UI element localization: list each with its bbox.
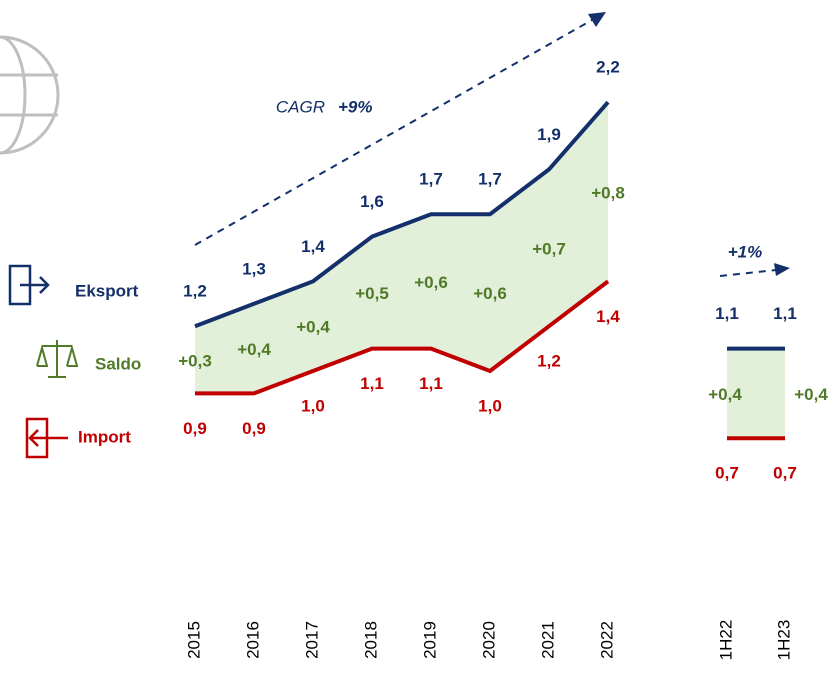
saldo-label: +0,8 xyxy=(591,183,625,202)
x-tick-label: 2018 xyxy=(361,621,380,659)
data-label: 1,9 xyxy=(537,125,561,144)
saldo-label: +0,3 xyxy=(178,351,212,370)
saldo-area xyxy=(727,348,785,439)
data-label: 1,4 xyxy=(301,237,325,256)
growth: +1% xyxy=(728,242,763,261)
data-label: 0,9 xyxy=(242,419,266,438)
data-label: 1,6 xyxy=(360,192,384,211)
data-label: 1,1 xyxy=(419,374,443,393)
x-tick-label: 2021 xyxy=(538,621,557,659)
legend-saldo: Saldo xyxy=(95,354,141,373)
data-label: 1,0 xyxy=(301,396,325,415)
trend-arrow xyxy=(194,12,790,277)
x-tick-label: 1H23 xyxy=(774,620,793,661)
data-label: 1,0 xyxy=(478,396,502,415)
saldo-label: +0,4 xyxy=(296,318,330,337)
data-label: 0,7 xyxy=(715,464,739,483)
saldo-label: +0,4 xyxy=(708,385,742,404)
x-tick-label: 2017 xyxy=(302,621,321,659)
data-label: 1,2 xyxy=(537,352,561,371)
data-label: 1,3 xyxy=(242,259,266,278)
annotation: CAGR xyxy=(276,97,325,116)
data-label: 1,2 xyxy=(183,282,207,301)
saldo-label: +0,4 xyxy=(237,340,271,359)
data-label: 1,1 xyxy=(773,304,797,323)
legend-import: Import xyxy=(78,427,131,446)
series-line xyxy=(194,100,610,329)
globe-icon xyxy=(0,35,60,155)
series-line xyxy=(195,279,610,396)
data-label: 1,1 xyxy=(715,304,739,323)
data-label: 0,7 xyxy=(773,464,797,483)
x-tick-label: 2015 xyxy=(184,621,203,659)
saldo-area xyxy=(195,102,608,394)
saldo-label: +0,6 xyxy=(414,273,448,292)
data-label: 0,9 xyxy=(183,419,207,438)
data-label: 1,1 xyxy=(360,374,384,393)
x-tick-label: 2022 xyxy=(597,621,616,659)
x-tick-label: 1H22 xyxy=(716,620,735,661)
saldo-label: +0,5 xyxy=(355,284,389,303)
growth: +9% xyxy=(338,97,373,116)
x-tick-label: 2020 xyxy=(479,621,498,659)
data-label: 1,7 xyxy=(478,170,502,189)
legend-export: Eksport xyxy=(75,281,139,300)
export-icon xyxy=(8,264,50,306)
x-tick-label: 2016 xyxy=(243,621,262,659)
data-label: 1,7 xyxy=(419,170,443,189)
saldo-label: +0,7 xyxy=(532,239,566,258)
saldo-label: +0,4 xyxy=(794,385,828,404)
import-icon xyxy=(25,417,68,459)
data-label: 1,4 xyxy=(596,307,620,326)
x-tick-label: 2019 xyxy=(420,621,439,659)
data-label: 2,2 xyxy=(596,58,620,77)
saldo-icon xyxy=(36,340,79,378)
saldo-label: +0,6 xyxy=(473,284,507,303)
